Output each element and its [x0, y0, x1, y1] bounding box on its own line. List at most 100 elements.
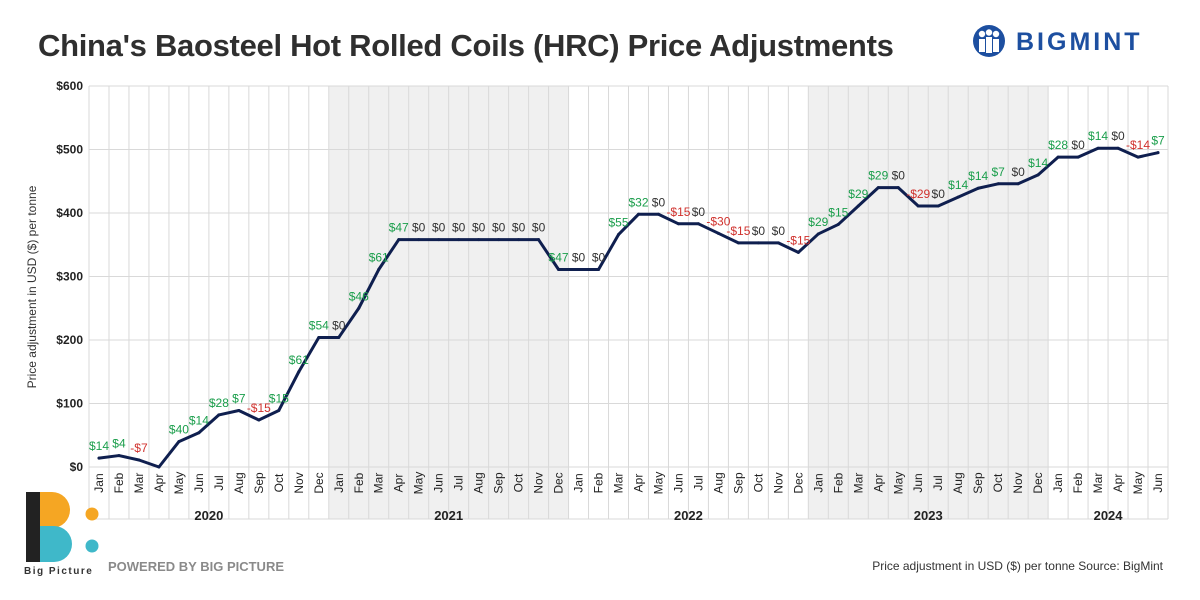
- x-tick-label: Jun: [192, 473, 206, 492]
- data-label: -$15: [786, 233, 810, 247]
- y-axis-title: Price adjustment in USD ($) per tonne: [25, 185, 39, 389]
- data-point: [1036, 173, 1040, 177]
- data-label: -$15: [726, 224, 750, 238]
- data-point: [477, 238, 481, 242]
- data-point: [97, 456, 101, 460]
- data-label: $0: [332, 318, 346, 332]
- data-label: $4: [112, 437, 126, 451]
- data-label: -$30: [706, 214, 730, 228]
- data-point: [996, 182, 1000, 186]
- x-tick-label: Feb: [1071, 472, 1085, 493]
- x-tick-label: Aug: [472, 472, 486, 493]
- data-label: $0: [772, 224, 786, 238]
- data-label: $28: [1048, 138, 1068, 152]
- data-label: $55: [608, 216, 628, 230]
- data-label: $0: [1011, 165, 1025, 179]
- data-point: [357, 306, 361, 310]
- data-point: [237, 408, 241, 412]
- data-point: [157, 465, 161, 469]
- chart-title: China's Baosteel Hot Rolled Coils (HRC) …: [38, 28, 894, 63]
- data-point: [1076, 155, 1080, 159]
- data-label: -$15: [247, 401, 271, 415]
- data-label: $0: [932, 187, 946, 201]
- powered-by-text: POWERED BY BIG PICTURE: [108, 559, 285, 574]
- data-point: [1056, 155, 1060, 159]
- x-tick-label: Jul: [691, 475, 705, 490]
- data-point: [577, 268, 581, 272]
- x-tick-label: Jun: [1151, 473, 1165, 492]
- x-tick-label: Apr: [631, 474, 645, 493]
- data-label: $47: [389, 221, 409, 235]
- data-point: [776, 241, 780, 245]
- data-point: [297, 370, 301, 374]
- data-point: [736, 241, 740, 245]
- data-label: $0: [492, 221, 506, 235]
- data-point: [716, 231, 720, 235]
- x-tick-label: Aug: [711, 472, 725, 493]
- data-point: [617, 233, 621, 237]
- x-tick-label: Apr: [871, 474, 885, 493]
- data-point: [636, 212, 640, 216]
- x-tick-label: Feb: [831, 472, 845, 493]
- x-tick-label: Apr: [152, 474, 166, 493]
- data-label: $0: [892, 169, 906, 183]
- x-tick-label: Sep: [492, 472, 506, 494]
- data-point: [557, 268, 561, 272]
- x-tick-label: Jun: [911, 473, 925, 492]
- data-point: [337, 335, 341, 339]
- data-label: $7: [1151, 134, 1165, 148]
- x-tick-label: Apr: [392, 474, 406, 493]
- x-tick-label: May: [651, 472, 665, 495]
- year-label-2022: 2022: [674, 508, 703, 523]
- y-tick-label: $300: [56, 270, 83, 284]
- data-point: [936, 204, 940, 208]
- bigmint-icon: [973, 25, 1005, 57]
- data-point: [956, 195, 960, 199]
- data-point: [457, 238, 461, 242]
- source-note: Price adjustment in USD ($) per tonne So…: [872, 559, 1163, 573]
- x-tick-label: Dec: [1031, 472, 1045, 493]
- data-point: [1136, 155, 1140, 159]
- x-tick-label: Oct: [272, 473, 286, 492]
- data-point: [117, 454, 121, 458]
- data-label: $0: [692, 205, 706, 219]
- y-tick-label: $500: [56, 143, 83, 157]
- data-label: $29: [868, 169, 888, 183]
- data-label: $14: [189, 414, 209, 428]
- data-point: [836, 222, 840, 226]
- data-point: [317, 335, 321, 339]
- data-label: $0: [512, 221, 526, 235]
- data-label: $54: [309, 318, 329, 332]
- data-point: [656, 212, 660, 216]
- x-tick-label: Nov: [1011, 472, 1025, 493]
- data-label: -$7: [130, 441, 148, 455]
- data-point: [1096, 146, 1100, 150]
- x-tick-label: Jul: [931, 475, 945, 490]
- x-tick-label: Sep: [252, 472, 266, 494]
- data-point: [1156, 151, 1160, 155]
- data-label: $0: [472, 221, 486, 235]
- x-tick-label: Apr: [1111, 474, 1125, 493]
- data-point: [437, 238, 441, 242]
- data-label: $32: [628, 195, 648, 209]
- data-label: $61: [369, 251, 389, 265]
- x-tick-label: Oct: [991, 473, 1005, 492]
- data-label: $15: [269, 391, 289, 405]
- x-tick-label: May: [172, 472, 186, 495]
- data-label: $0: [592, 251, 606, 265]
- x-tick-label: Mar: [1091, 473, 1105, 494]
- big-picture-caption: Big Picture: [24, 566, 94, 577]
- data-label: $29: [808, 215, 828, 229]
- x-tick-label: May: [412, 472, 426, 495]
- data-point: [816, 232, 820, 236]
- data-label: $0: [752, 224, 766, 238]
- x-tick-label: Dec: [552, 472, 566, 493]
- x-tick-label: May: [1131, 472, 1145, 495]
- x-tick-label: Feb: [352, 472, 366, 493]
- data-point: [397, 238, 401, 242]
- y-tick-label: $100: [56, 397, 83, 411]
- data-point: [896, 186, 900, 190]
- big-picture-logo: [26, 492, 99, 562]
- data-point: [517, 238, 521, 242]
